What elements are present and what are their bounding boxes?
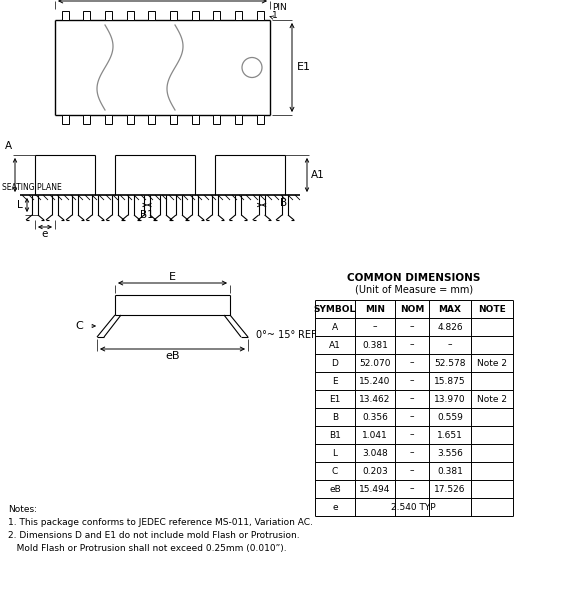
Bar — [127, 115, 134, 124]
Text: COMMON DIMENSIONS: COMMON DIMENSIONS — [347, 273, 481, 283]
Bar — [213, 11, 220, 20]
Bar — [83, 11, 90, 20]
Text: B: B — [280, 198, 287, 208]
Text: –: – — [410, 431, 414, 439]
Text: MAX: MAX — [438, 304, 462, 313]
Text: 17.526: 17.526 — [434, 485, 466, 493]
Text: 0°~ 15°: 0°~ 15° — [256, 330, 295, 340]
Bar — [213, 115, 220, 124]
Text: D: D — [332, 358, 339, 367]
Bar — [170, 11, 177, 20]
Text: –: – — [410, 449, 414, 457]
Text: –: – — [410, 340, 414, 349]
Bar — [62, 115, 69, 124]
Text: 1. This package conforms to JEDEC reference MS-011, Variation AC.: 1. This package conforms to JEDEC refere… — [8, 518, 313, 527]
Text: E1: E1 — [297, 62, 311, 73]
Text: (Unit of Measure = mm): (Unit of Measure = mm) — [355, 285, 473, 295]
Text: A1: A1 — [311, 170, 325, 180]
Text: 2. Dimensions D and E1 do not include mold Flash or Protrusion.: 2. Dimensions D and E1 do not include mo… — [8, 531, 299, 540]
Bar — [148, 11, 155, 20]
Text: 2.540 TYP: 2.540 TYP — [391, 503, 435, 511]
Text: NOM: NOM — [400, 304, 424, 313]
Text: 3.556: 3.556 — [437, 449, 463, 457]
Text: –: – — [410, 358, 414, 367]
Text: C: C — [75, 321, 83, 331]
Text: 13.970: 13.970 — [434, 395, 466, 403]
Text: e: e — [332, 503, 338, 511]
Text: eB: eB — [165, 351, 180, 361]
Bar — [62, 11, 69, 20]
Text: B1: B1 — [329, 431, 341, 439]
Text: Note 2: Note 2 — [477, 358, 507, 367]
Text: L: L — [17, 200, 23, 210]
Bar — [105, 11, 112, 20]
Text: 0.559: 0.559 — [437, 413, 463, 421]
Text: B1: B1 — [140, 210, 154, 220]
Bar — [235, 115, 242, 124]
Text: 15.240: 15.240 — [359, 377, 391, 385]
Text: NOTE: NOTE — [478, 304, 506, 313]
Bar — [257, 115, 264, 124]
Bar — [148, 115, 155, 124]
Bar — [192, 115, 199, 124]
Text: –: – — [410, 413, 414, 421]
Bar — [170, 115, 177, 124]
Text: –: – — [410, 323, 414, 331]
Bar — [83, 115, 90, 124]
Text: 52.578: 52.578 — [434, 358, 466, 367]
Text: –: – — [410, 395, 414, 403]
Text: L: L — [332, 449, 338, 457]
Text: 15.494: 15.494 — [359, 485, 391, 493]
Text: e: e — [42, 229, 48, 239]
Text: A1: A1 — [329, 340, 341, 349]
Text: 15.875: 15.875 — [434, 377, 466, 385]
Text: MIN: MIN — [365, 304, 385, 313]
Text: 1: 1 — [272, 11, 278, 20]
Text: REF: REF — [298, 330, 316, 340]
Text: SYMBOL: SYMBOL — [314, 304, 356, 313]
Text: B: B — [332, 413, 338, 421]
Text: 52.070: 52.070 — [359, 358, 391, 367]
Text: 0.356: 0.356 — [362, 413, 388, 421]
Bar — [257, 11, 264, 20]
Text: 3.048: 3.048 — [362, 449, 388, 457]
Text: PIN: PIN — [272, 4, 287, 13]
Text: 0.381: 0.381 — [362, 340, 388, 349]
Bar — [105, 115, 112, 124]
Text: E1: E1 — [329, 395, 340, 403]
Text: E: E — [332, 377, 338, 385]
Text: 1.041: 1.041 — [362, 431, 388, 439]
Text: 1.651: 1.651 — [437, 431, 463, 439]
Text: –: – — [410, 485, 414, 493]
Bar — [235, 11, 242, 20]
Text: 4.826: 4.826 — [437, 323, 463, 331]
Text: –: – — [373, 323, 377, 331]
Text: 0.203: 0.203 — [362, 467, 388, 475]
Text: Note 2: Note 2 — [477, 395, 507, 403]
Text: Mold Flash or Protrusion shall not exceed 0.25mm (0.010”).: Mold Flash or Protrusion shall not excee… — [8, 544, 287, 553]
Text: C: C — [332, 467, 338, 475]
Text: –: – — [410, 377, 414, 385]
Text: E: E — [169, 272, 176, 282]
Text: SEATING PLANE: SEATING PLANE — [2, 183, 62, 192]
Text: 0.381: 0.381 — [437, 467, 463, 475]
Text: Notes:: Notes: — [8, 505, 37, 514]
Bar — [192, 11, 199, 20]
Bar — [127, 11, 134, 20]
Text: eB: eB — [329, 485, 341, 493]
Text: A: A — [332, 323, 338, 331]
Text: –: – — [410, 467, 414, 475]
Text: 13.462: 13.462 — [359, 395, 391, 403]
Text: –: – — [448, 340, 452, 349]
Text: A: A — [5, 141, 12, 151]
